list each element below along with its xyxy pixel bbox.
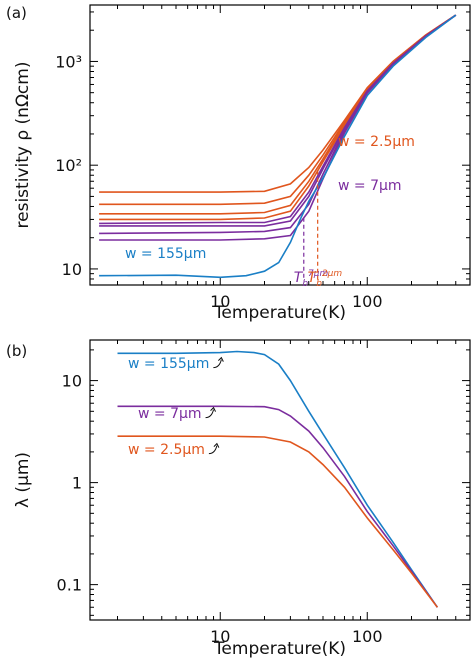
panel-b-curves bbox=[117, 350, 439, 608]
panel-a-annotation-w-155um: w = 155μm bbox=[125, 246, 206, 262]
panel-b-series-line-purple-1 bbox=[117, 405, 439, 608]
panel-b-label-arrows bbox=[205, 356, 224, 455]
label-arrow-head-0 bbox=[218, 356, 224, 362]
panel-a-x-axis-label: Temperature(K) bbox=[213, 303, 346, 323]
panel-a-annotation-w-7um: w = 7μm bbox=[338, 178, 402, 194]
label-arrow-2 bbox=[208, 445, 218, 455]
panel-a-series-line-blue-8 bbox=[99, 14, 457, 279]
panel-b-x-axis-label: Temperature(K) bbox=[213, 639, 346, 659]
panel-a-y-tick-label: 10³ bbox=[55, 52, 82, 71]
panel-b-frame bbox=[89, 339, 471, 621]
panel-a-ticks: 10 100 10 10² 10³ bbox=[55, 5, 471, 311]
label-arrow-head-1 bbox=[210, 406, 216, 412]
panel-b-y-tick-label: 0.1 bbox=[57, 576, 82, 595]
panel-b-label: (b) bbox=[6, 342, 27, 360]
panel-a-x-tick-label: 100 bbox=[352, 292, 383, 311]
label-arrow-0 bbox=[213, 359, 222, 369]
panel-a-y-tick-label: 10 bbox=[62, 260, 82, 279]
temperature-marker-label-1: Tb2μm bbox=[308, 269, 343, 289]
panel-b-y-tick-label: 1 bbox=[72, 474, 82, 493]
label-arrow-1 bbox=[205, 409, 215, 419]
panel-b-x-tick-label: 100 bbox=[352, 627, 383, 646]
panel-a-x-tick-label: 10 bbox=[210, 292, 230, 311]
panel-a-label: (a) bbox=[6, 4, 27, 22]
panel-b-ticks: 10 100 0.1 1 10 bbox=[57, 340, 471, 646]
panel-a-y-tick-label: 10² bbox=[55, 156, 82, 175]
panel-b-y-tick-label: 10 bbox=[62, 372, 82, 391]
panel-a-y-axis-label: resistivity ρ (nΩcm) bbox=[13, 62, 33, 229]
panel-a-series-line-orange-1 bbox=[99, 14, 457, 206]
panel-a-curves bbox=[99, 14, 457, 279]
panel-a-annotation-w-2-5um: w = 2.5μm bbox=[338, 134, 415, 150]
panel-a-series-line-orange-2 bbox=[99, 14, 457, 215]
panel-b-annotation-w-2-5um: w = 2.5μm bbox=[128, 442, 205, 458]
panel-b-x-tick-label: 10 bbox=[210, 627, 230, 646]
label-arrow-head-2 bbox=[213, 442, 220, 448]
panel-a-series-line-purple-6 bbox=[99, 14, 457, 235]
panel-a-series-line-purple-5 bbox=[99, 14, 457, 227]
panel-b-lambda-chart: (b) 10 100 0.1 1 10 Temperature(K) λ (μm) w … bbox=[6, 339, 471, 659]
panel-a-series-line-orange-3 bbox=[99, 14, 457, 221]
panel-b-annotation-w-7um: w = 7μm bbox=[138, 406, 202, 422]
panel-b-series-line-blue-0 bbox=[117, 350, 439, 608]
panel-a-series-line-purple-7 bbox=[99, 14, 457, 241]
temperature-marker-label-0: Tb7μm bbox=[294, 269, 329, 289]
panel-b-y-axis-label: λ (μm) bbox=[13, 452, 33, 508]
panel-b-annotation-w-155um: w = 155μm bbox=[128, 356, 209, 372]
panel-a-frame bbox=[89, 4, 471, 286]
panel-b-series-line-orange-2 bbox=[117, 435, 439, 608]
panel-a-series-line-orange-0 bbox=[99, 14, 457, 193]
